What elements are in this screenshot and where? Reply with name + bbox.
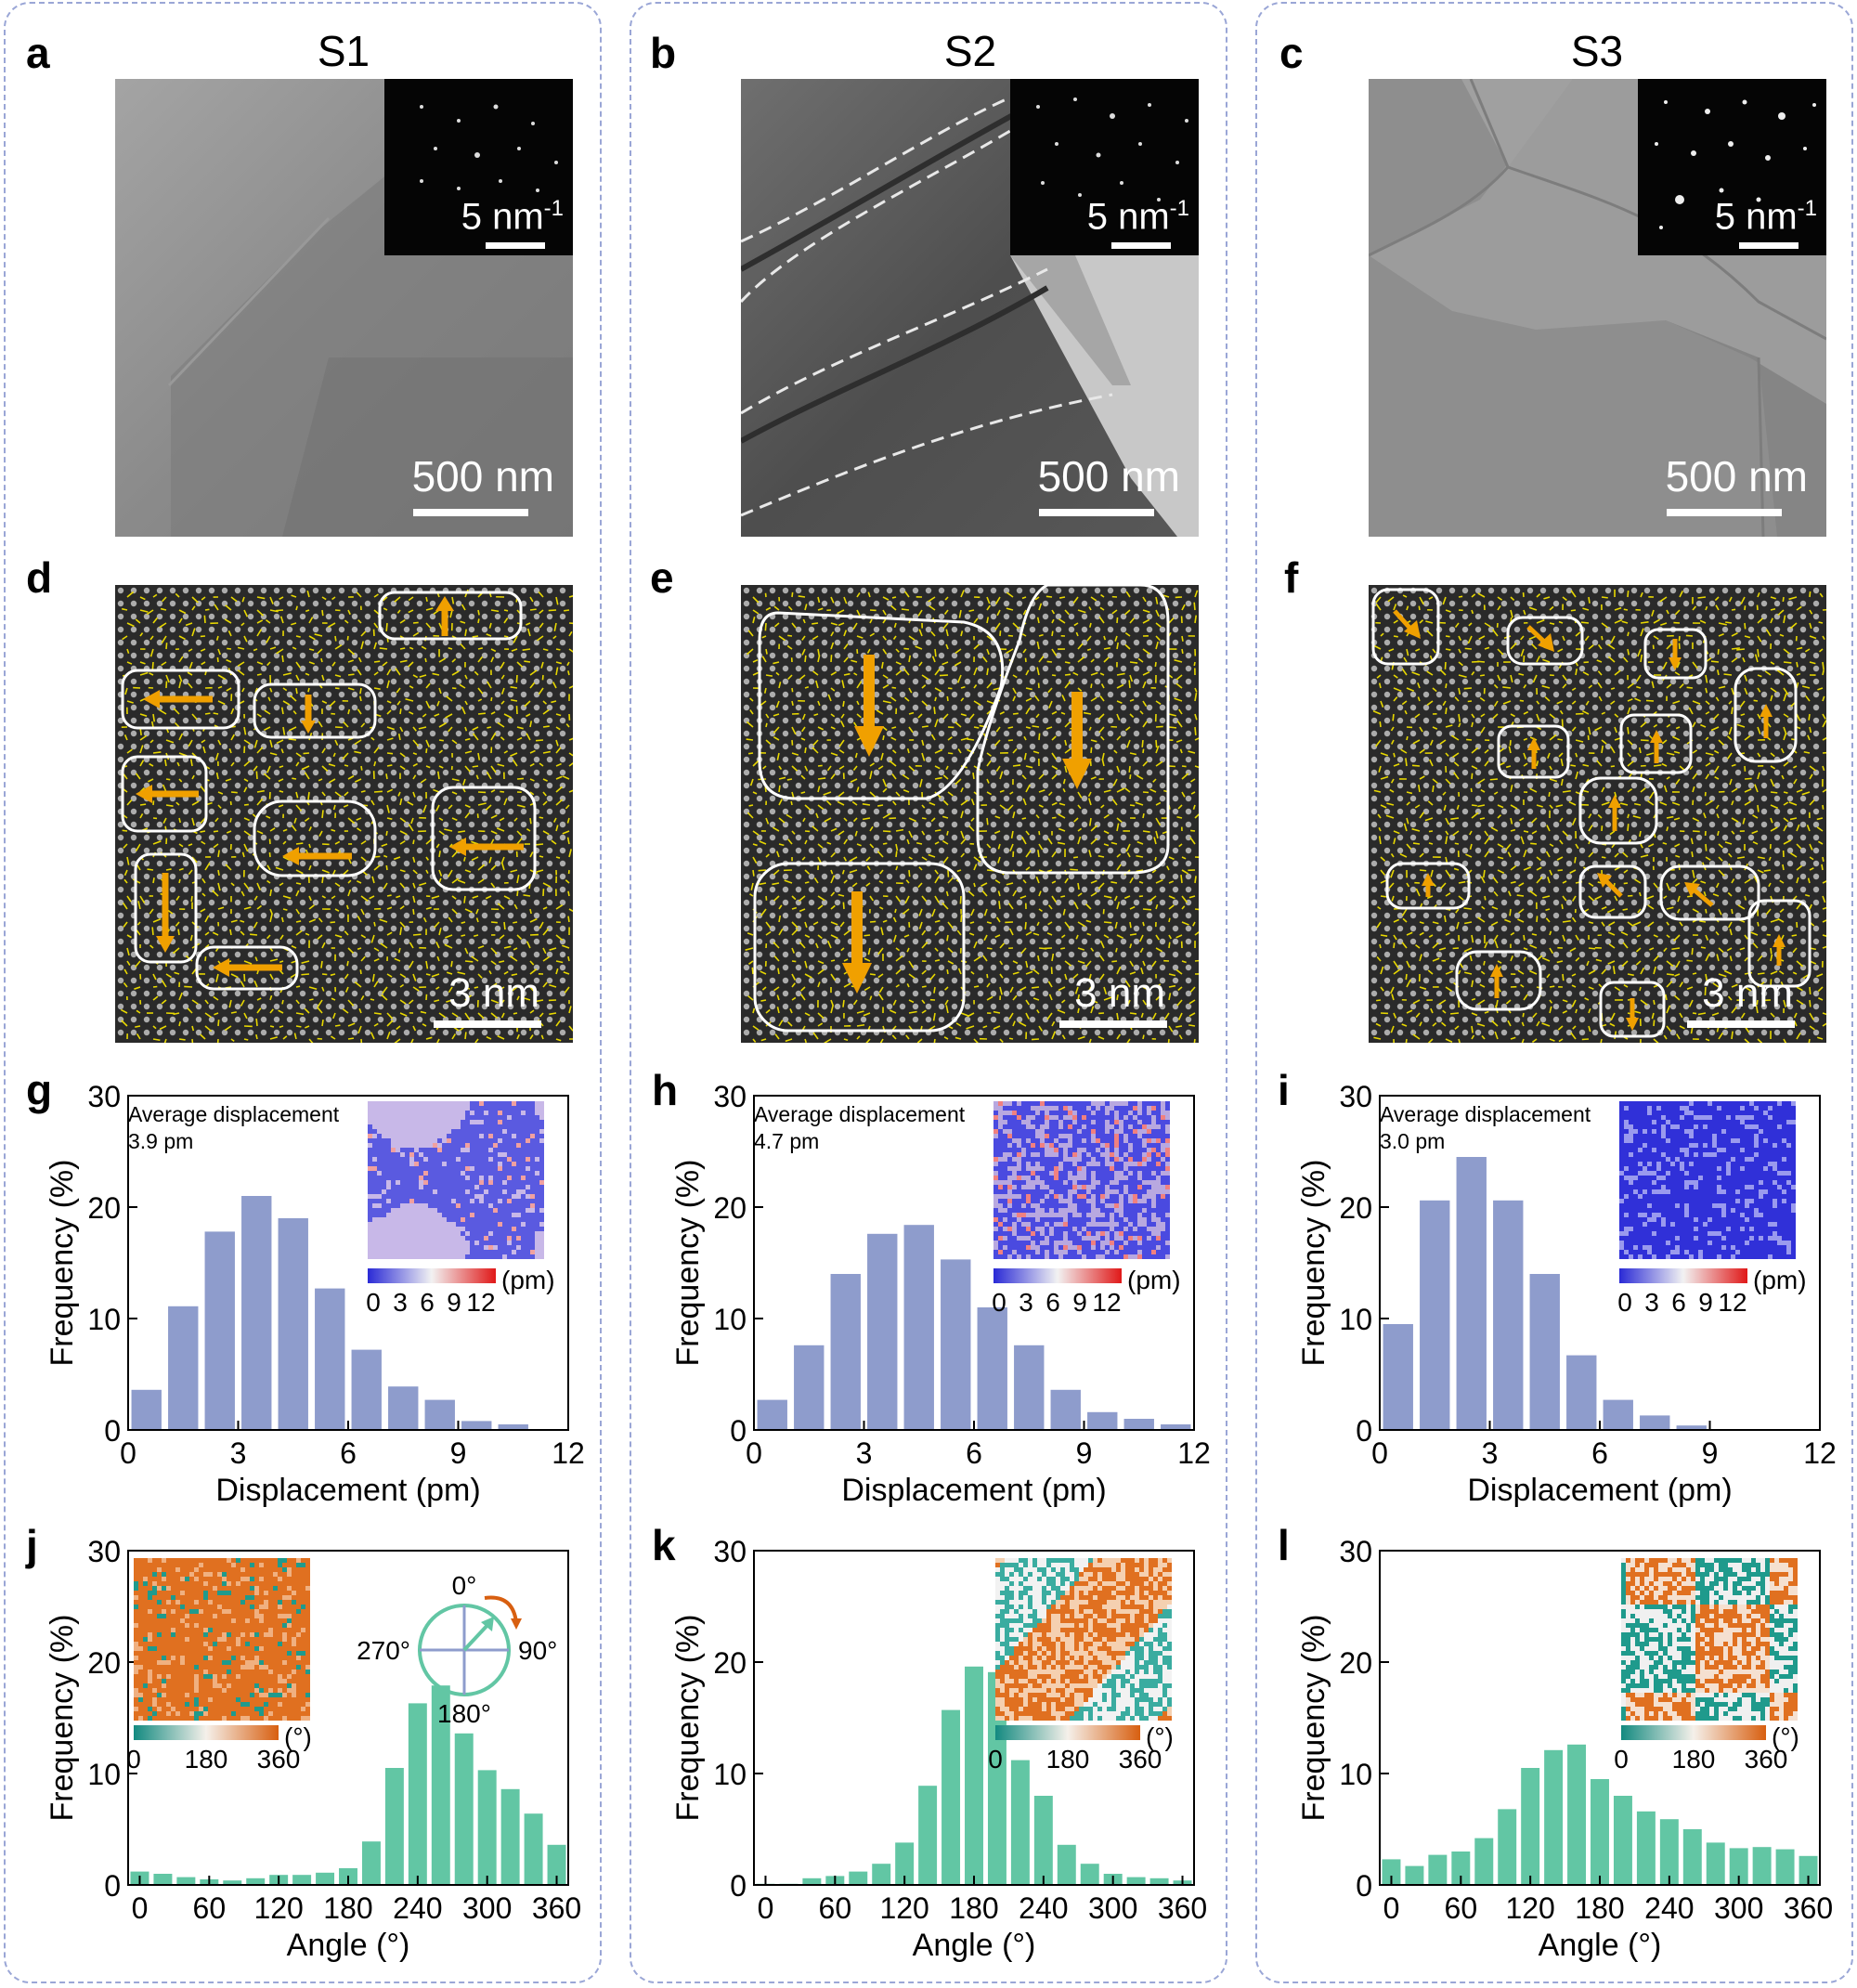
sample-title-s1: S1 [317,27,370,75]
panel-label-b: b [650,29,677,77]
scale-bar-s1 [413,509,528,516]
scale-text-s2: 500 nm [1037,452,1180,500]
saed-inset-s1: 5 nm-1 [384,79,573,255]
tem-image-s3: 5 nm-1 500 nm [1369,79,1826,537]
polarization-map-s3: 3 nm [1369,585,1826,1043]
scale-bar-e [1059,1020,1167,1028]
sample-title-s2: S2 [943,27,997,75]
saed-scale-text-s3: 5 nm-1 [1714,196,1817,238]
polarization-map-s1: 3 nm [115,585,573,1043]
tem-image-s1: 5 nm-1 500 nm [115,79,573,537]
scale-bar-s3 [1667,509,1782,516]
tem-image-s2: 5 nm-1 500 nm [741,79,1199,537]
panel-label-d: d [26,553,53,602]
saed-scale-bar-s3 [1739,242,1799,249]
scale-text-e: 3 nm [1074,970,1165,1016]
panel-label-a: a [26,29,50,77]
scale-bar-d [434,1020,541,1028]
scale-text-s3: 500 nm [1665,452,1808,500]
panel-label-c: c [1279,29,1304,77]
sample-title-s3: S3 [1570,27,1624,75]
scale-bar-f [1687,1020,1795,1028]
panel-label-f: f [1284,553,1299,602]
scale-text-d: 3 nm [448,970,539,1016]
saed-inset-s2: 5 nm-1 [1010,79,1199,255]
panel-label-e: e [650,553,674,602]
saed-scale-text-s2: 5 nm-1 [1086,196,1189,238]
saed-scale-text-s1: 5 nm-1 [461,196,564,238]
scale-bar-s2 [1039,509,1154,516]
saed-scale-bar-s2 [1111,242,1171,249]
scale-text-s1: 500 nm [411,452,554,500]
saed-inset-s3: 5 nm-1 [1638,79,1826,255]
scale-text-f: 3 nm [1702,970,1793,1016]
polarization-map-s2: 3 nm [741,585,1199,1043]
saed-scale-bar-s1 [486,242,545,249]
